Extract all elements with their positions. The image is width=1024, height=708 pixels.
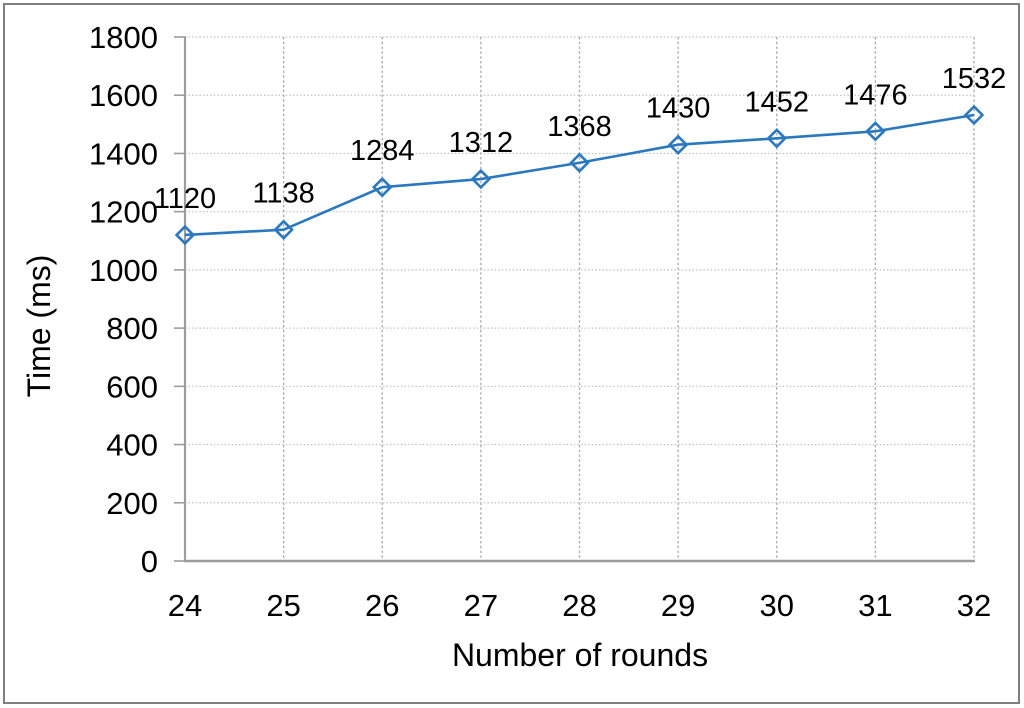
data-label: 1284 [350,135,415,167]
x-tick-label: 24 [168,588,202,623]
data-label: 1476 [843,79,908,111]
x-axis-title: Number of rounds [452,637,708,673]
x-tick-label: 31 [858,588,892,623]
chart-outer-border [3,3,1020,704]
data-label: 1312 [449,127,514,159]
series-layer [174,104,985,246]
data-point-marker [865,121,886,142]
data-label: 1452 [744,86,809,118]
x-tick-label: 25 [266,588,300,623]
x-tick-label: 28 [562,588,596,623]
data-point-marker [963,104,985,126]
series-line [184,113,975,237]
data-label: 1120 [154,183,216,215]
y-tick-label: 200 [106,486,158,521]
data-label: 1532 [942,63,1007,95]
data-point-marker [766,128,787,149]
x-tick-label: 32 [957,588,991,623]
data-label: 1138 [252,178,314,210]
y-tick-label: 0 [141,544,158,579]
axis-layer [174,36,975,563]
y-tick-label: 800 [106,311,158,346]
data-point-marker [569,152,590,173]
y-tick-label: 400 [106,428,158,463]
data-point-marker [174,224,196,246]
data-label: 1430 [646,93,711,125]
y-tick-label: 1800 [89,20,158,55]
y-tick-label: 1000 [89,253,158,288]
y-axis-title: Time (ms) [21,255,57,398]
y-tick-label: 1600 [89,78,158,113]
x-tick-label: 30 [760,588,794,623]
data-point-marker [273,219,294,240]
x-tick-label: 29 [661,588,695,623]
x-tick-label: 27 [464,588,498,623]
y-tick-label: 1400 [89,136,158,171]
y-tick-label: 1200 [89,195,158,230]
data-label: 1368 [547,111,612,143]
data-point-marker [372,176,393,198]
data-point-marker [470,168,492,190]
y-tick-label: 600 [106,369,158,404]
data-point-marker [667,134,689,155]
x-tick-label: 26 [365,588,399,623]
label-layer: 1120 1138 1284 1312 1368 1430 1452 1476 1532 0 200… [89,20,1006,623]
